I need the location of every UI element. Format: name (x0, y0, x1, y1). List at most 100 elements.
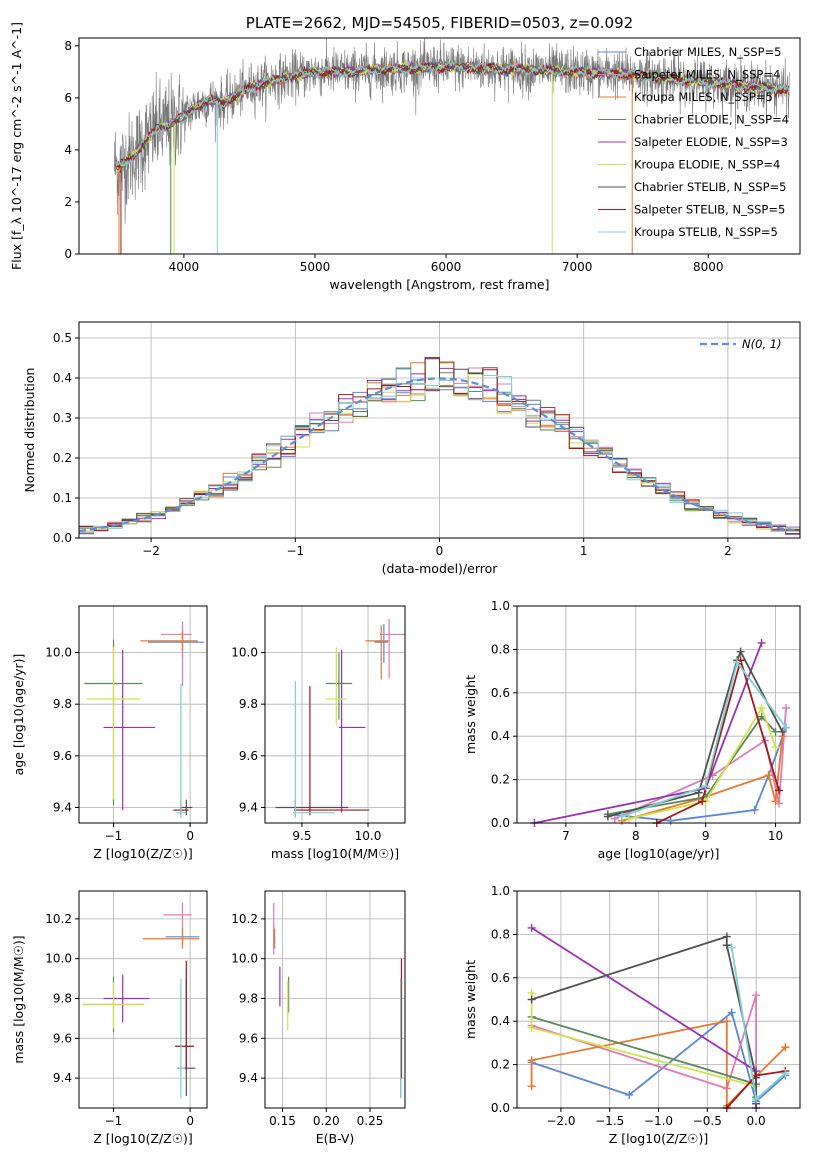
spectrum-axes: 4000 5000 6000 7000 8000 0 2 4 6 8 wavelength [Ang… (9, 22, 724, 292)
error-bar-point (325, 647, 347, 725)
x-tick-label: −2 (142, 544, 160, 558)
y-axis-label: mass [log10(M/M☉)] (11, 935, 26, 1063)
x-tick-label: 7 (562, 829, 570, 843)
y-tick-label: 0.8 (491, 642, 510, 656)
error-bar-point (379, 618, 405, 679)
x-axis-label: age [log10(age/yr)] (598, 846, 720, 861)
weight-marker (694, 788, 703, 797)
error-bar-point (142, 928, 200, 949)
weight-marker (752, 1095, 761, 1104)
x-tick-label: −1 (105, 829, 123, 843)
error-bar-point (294, 686, 370, 816)
y-tick-label: 9.8 (53, 697, 72, 711)
weight-marker (757, 638, 766, 647)
y-tick-label: 2 (64, 195, 72, 209)
y-tick-label: 4 (64, 143, 72, 157)
observed-spectrum-line (114, 38, 790, 225)
x-tick-label: −1.0 (644, 1114, 673, 1128)
x-axis-label: Z [log10(Z/Z☉)] (93, 846, 193, 861)
weight-marker (527, 923, 536, 932)
weight-vs-Z-axes: −2.0 −1.5 −1.0 −0.5 0.0 0.0 0.2 0.4 0.6 0.8 1.0 Z [… (463, 884, 800, 1146)
weight-marker (781, 1069, 790, 1078)
x-axis-label: E(B-V) (316, 1131, 355, 1146)
legend-label: Chabrier STELIB, N_SSP=5 (634, 180, 786, 194)
x-tick-label: −1 (105, 1114, 123, 1128)
legend-label: Salpeter ELODIE, N_SSP=3 (634, 135, 788, 149)
legend-label: Kroupa ELODIE, N_SSP=4 (634, 158, 780, 172)
weight-marker (722, 1017, 731, 1026)
x-axis-label: wavelength [Angstrom, rest frame] (329, 277, 549, 292)
weight-marker (764, 771, 773, 780)
weight-marker (752, 991, 761, 1000)
weight-series-line-4 (531, 927, 757, 1108)
x-tick-label: −0.5 (693, 1114, 722, 1128)
residuals-axes: −2 −1 0 1 2 0.0 0.1 0.2 0.3 0.4 0.5 (data-model)/er… (22, 322, 800, 576)
y-tick-label: 0.0 (53, 531, 72, 545)
y-tick-label: 0.4 (53, 371, 72, 385)
error-bar-point (163, 902, 192, 929)
x-tick-label: 8 (632, 829, 640, 843)
error-bar-point (86, 647, 141, 800)
weight-marker (782, 723, 791, 732)
y-tick-label: 0.2 (53, 451, 72, 465)
weight-marker (625, 1090, 634, 1099)
error-bar-point (103, 649, 155, 811)
weight-marker (527, 995, 536, 1004)
x-tick-label: 1 (580, 544, 588, 558)
error-bar-point (325, 652, 353, 720)
x-axis-label: mass [log10(M/M☉)] (271, 846, 399, 861)
error-bar-point (338, 649, 366, 813)
error-bar-point (174, 960, 194, 1071)
weight-marker (624, 814, 633, 823)
y-tick-label: 0.8 (491, 927, 510, 941)
y-tick-label: 0.6 (491, 686, 510, 700)
y-tick-label: 0.4 (491, 1014, 510, 1028)
weight-marker (778, 727, 787, 736)
weight-marker (603, 812, 612, 821)
error-bar-point (365, 625, 390, 680)
age-vs-Z-axes: −1 0 9.4 9.6 9.8 10.0 Z [log10(Z/Z☉)] age [log1… (11, 606, 207, 861)
normal-reference-curve (78, 377, 801, 533)
weight-marker (722, 932, 731, 941)
weight-marker (771, 727, 780, 736)
legend-label: N(0, 1) (742, 337, 782, 351)
y-tick-label: 9.8 (53, 992, 72, 1006)
weight-marker (527, 1056, 536, 1065)
weight-marker (617, 812, 626, 821)
y-tick-label: 0.5 (53, 331, 72, 345)
x-axis-label: Z [log10(Z/Z☉)] (93, 1131, 193, 1146)
x-tick-label: −1 (286, 544, 304, 558)
y-axis-label: mass weight (463, 960, 478, 1039)
weight-series-line-4 (534, 642, 763, 823)
y-axis-label: Normed distribution (22, 368, 37, 493)
weight-marker (527, 1023, 536, 1032)
error-bar-point (292, 680, 335, 818)
weight-marker (727, 1008, 736, 1017)
y-tick-label: 0.2 (491, 773, 510, 787)
y-tick-label: 9.4 (53, 801, 72, 815)
y-tick-label: 9.6 (239, 1031, 258, 1045)
legend-label: Salpeter MILES, N_SSP=4 (634, 68, 780, 82)
x-tick-label: 5000 (300, 260, 331, 274)
x-tick-label: 10 (768, 829, 783, 843)
error-bar-point (161, 621, 192, 687)
error-bar-point (180, 799, 193, 816)
y-axis-label: Flux [f_λ 10^-17 erg cm^-2 s^-1 A^-1] (9, 22, 24, 270)
y-tick-label: 9.4 (53, 1071, 72, 1085)
y-tick-label: 10.0 (45, 646, 72, 660)
weight-marker (736, 647, 745, 656)
weight-series-line-6 (607, 649, 784, 818)
weight-marker (722, 941, 731, 950)
y-tick-label: 0 (64, 247, 72, 261)
mass-vs-Z-frame (78, 890, 208, 1109)
x-tick-label: 6000 (431, 260, 462, 274)
y-tick-label: 8 (64, 39, 72, 53)
age-vs-mass-frame (264, 605, 406, 824)
mass-vs-EBV-axes: 0.15 0.20 0.25 9.4 9.6 9.8 10.0 10.2 E(B-V) (231, 891, 405, 1146)
weight-marker (781, 1043, 790, 1052)
y-tick-label: 9.6 (53, 1031, 72, 1045)
mass-vs-EBV-frame (264, 890, 406, 1109)
error-bar-point (103, 974, 150, 1023)
chart-title: PLATE=2662, MJD=54505, FIBERID=0503, z=0… (246, 14, 633, 32)
